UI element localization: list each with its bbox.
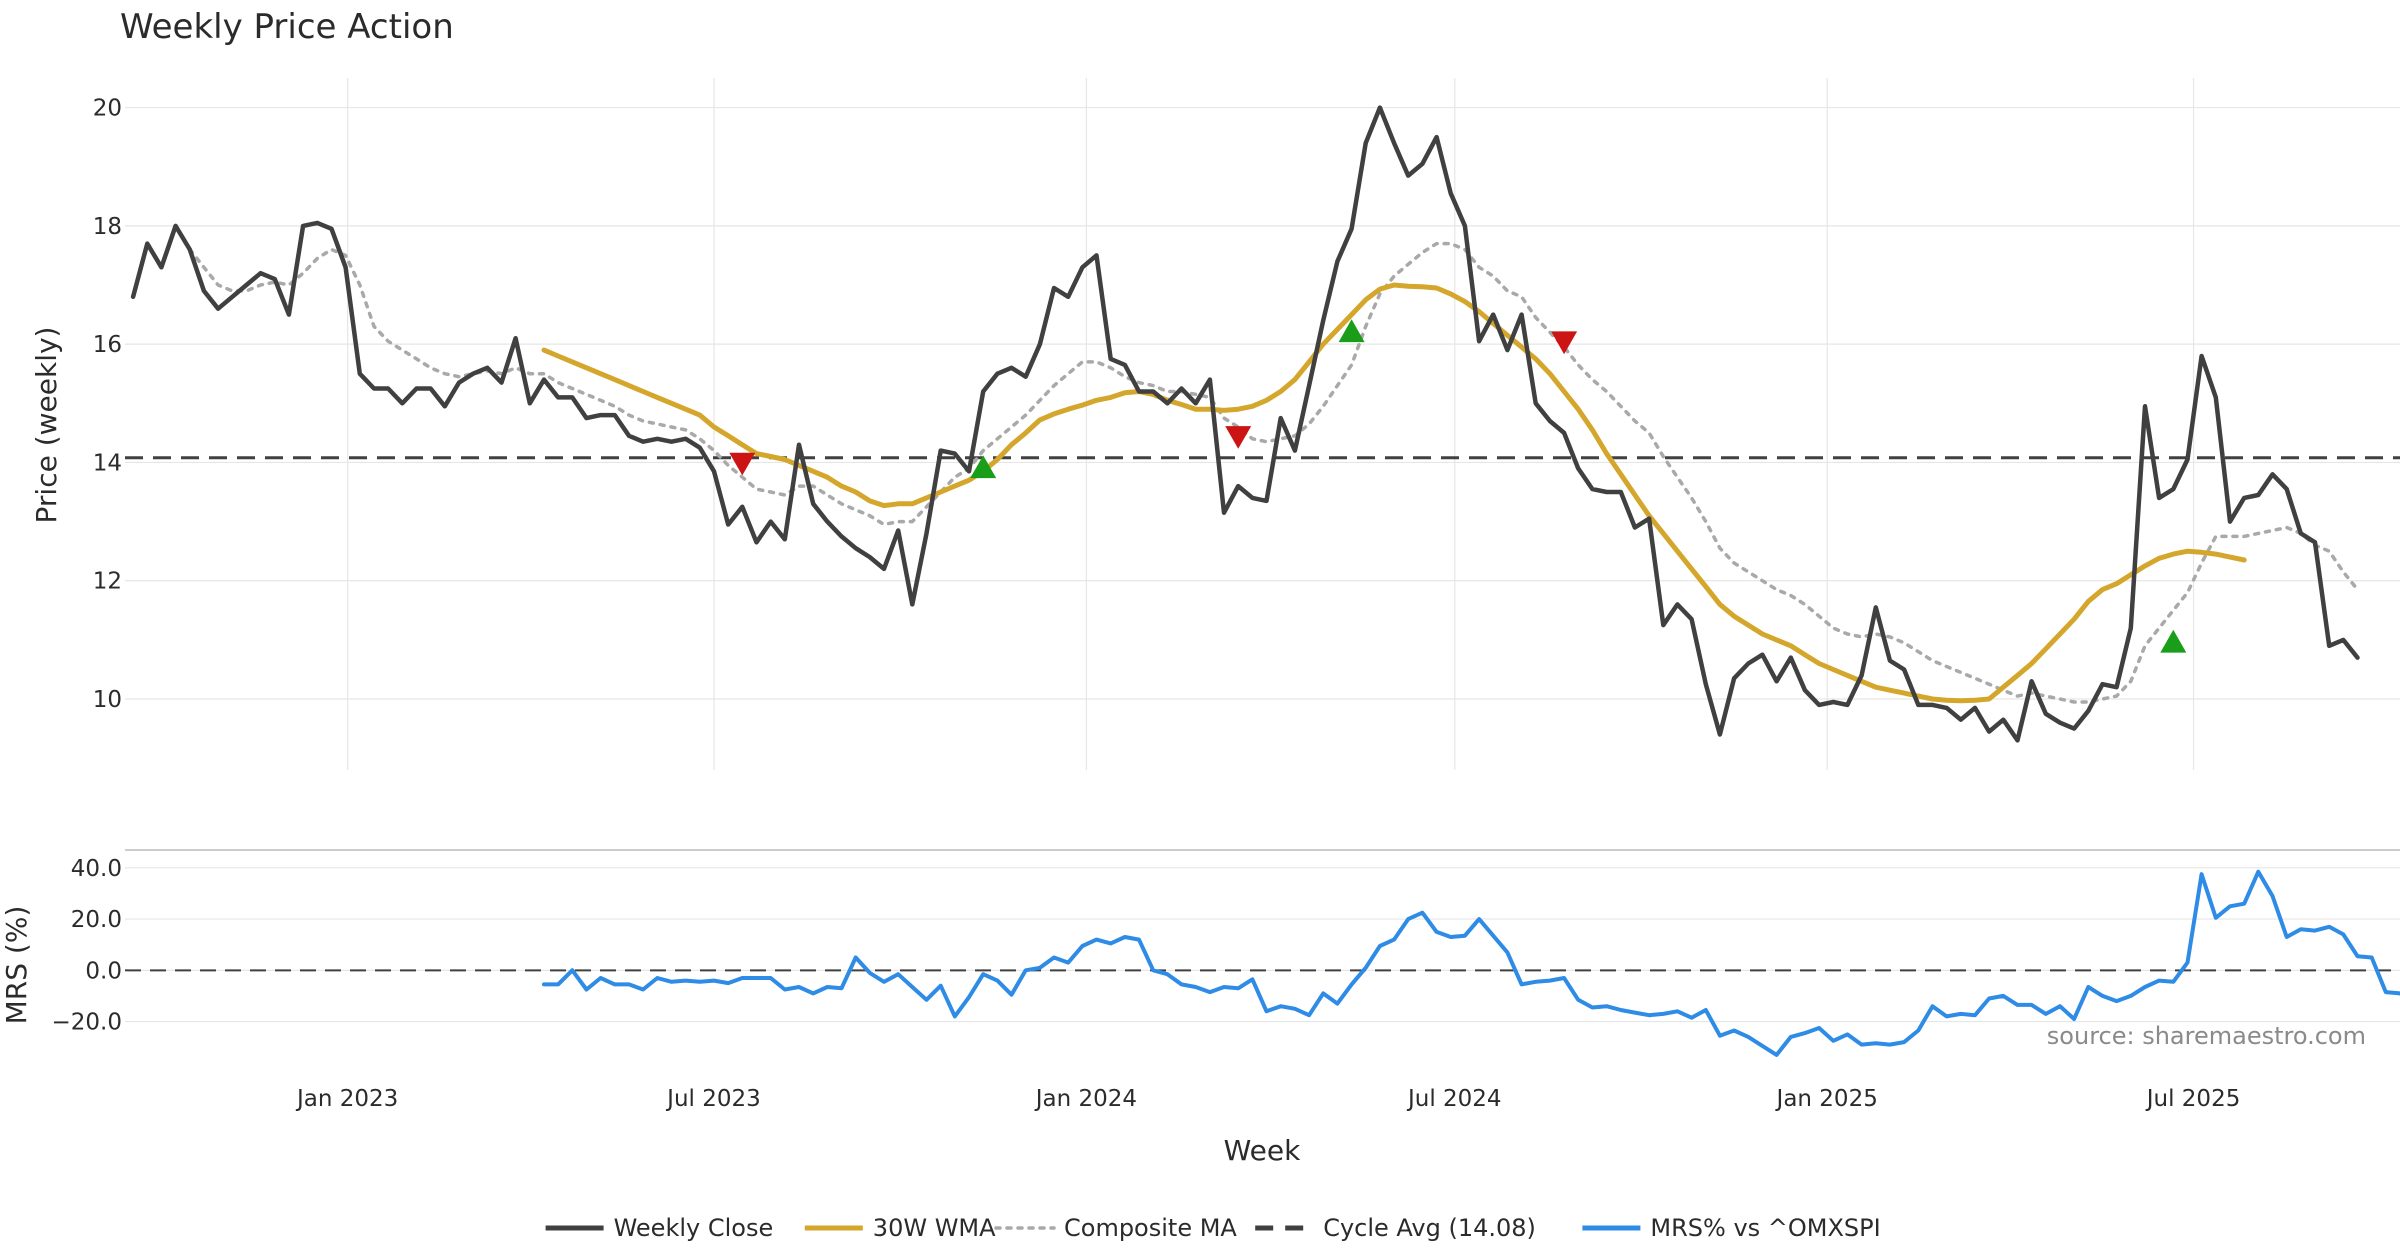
series-line-composite-ma — [188, 241, 2360, 704]
legend-label: Weekly Close — [614, 1214, 774, 1242]
x-tick-label: Jan 2025 — [1775, 1086, 1878, 1112]
legend-item: 30W WMA — [804, 1214, 996, 1242]
price-y-tick-label: 18 — [93, 214, 122, 240]
legend-item: MRS% vs ^OMXSPI — [1582, 1214, 1881, 1242]
buy-signal-marker — [2160, 629, 2187, 653]
legend: Weekly Close 30W WMA Composite MA Cycle Avg… — [545, 1214, 1881, 1242]
price-y-tick-label: 16 — [93, 332, 122, 358]
sell-signal-marker — [1551, 331, 1578, 355]
legend-item: Cycle Avg (14.08) — [1255, 1214, 1536, 1242]
buy-signal-marker — [1338, 319, 1365, 343]
price-y-axis-label: Price (weekly) — [30, 327, 63, 524]
signal-markers — [729, 319, 2187, 653]
price-y-tick-label: 14 — [93, 450, 122, 476]
series-layer — [130, 105, 2400, 1057]
mrs-y-axis-label: MRS (%) — [0, 906, 33, 1025]
price-y-ticks: 10 12 14 16 18 20 — [93, 96, 122, 713]
legend-label: Cycle Avg (14.08) — [1323, 1214, 1536, 1242]
chart-title: Weekly Price Action — [120, 7, 454, 47]
legend-label: Composite MA — [1064, 1214, 1237, 1242]
legend-label: MRS% vs ^OMXSPI — [1650, 1214, 1880, 1242]
x-tick-label: Jul 2024 — [1406, 1086, 1502, 1112]
legend-item: Composite MA — [994, 1214, 1237, 1242]
x-tick-label: Jan 2023 — [295, 1086, 398, 1112]
mrs-y-tick-label: 40.0 — [71, 856, 122, 882]
mrs-y-tick-label: 0.0 — [85, 958, 122, 984]
x-tick-label: Jul 2023 — [665, 1086, 761, 1112]
mrs-y-tick-label: 20.0 — [71, 907, 122, 933]
price-panel-grid — [125, 78, 2400, 770]
series-line-30w-wma — [541, 282, 2247, 704]
series-line-mrs-vs-omxspi — [542, 869, 2400, 1057]
legend-label: 30W WMA — [873, 1214, 996, 1242]
x-tick-label: Jan 2024 — [1034, 1086, 1137, 1112]
x-axis-label: Week — [1224, 1134, 1301, 1167]
x-tick-label: Jul 2025 — [2145, 1086, 2241, 1112]
mrs-y-tick-label: −20.0 — [52, 1010, 122, 1036]
source-note: source: sharemaestro.com — [2047, 1022, 2366, 1050]
price-y-tick-label: 10 — [93, 687, 122, 713]
x-ticks: Jan 2023 Jul 2023 Jan 2024 Jul 2024 Jan 2025… — [295, 1086, 2240, 1112]
sell-signal-marker — [729, 452, 756, 476]
mrs-y-ticks: 40.0 20.0 0.0 −20.0 — [52, 856, 122, 1036]
series-line-weekly-close — [130, 105, 2360, 743]
legend-item: Weekly Close — [545, 1214, 774, 1242]
price-y-tick-label: 20 — [93, 96, 122, 122]
price-y-tick-label: 12 — [93, 569, 122, 595]
sell-signal-marker — [1225, 426, 1252, 449]
buy-signal-marker — [970, 455, 997, 479]
